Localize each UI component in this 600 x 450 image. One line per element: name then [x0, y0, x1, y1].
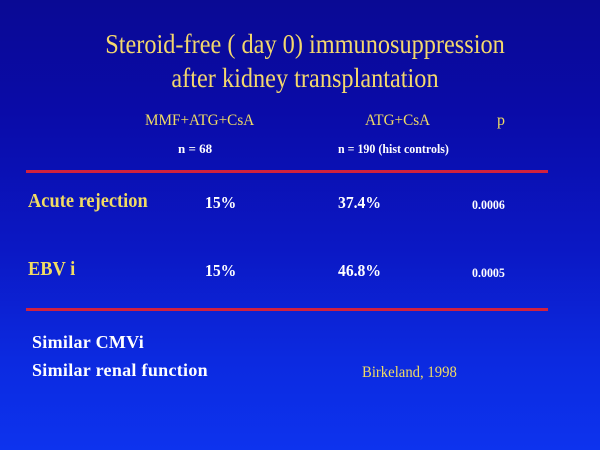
group2-header: ATG+CsA: [365, 112, 431, 129]
row-acute-rejection-p: 0.0006: [472, 197, 505, 212]
row-ebv-p: 0.0005: [472, 265, 505, 280]
bottom-divider: [26, 308, 548, 311]
row-acute-rejection-group2: 37.4%: [338, 193, 382, 212]
p-value-header: p: [497, 112, 505, 129]
note-similar-cmvi: Similar CMVi: [32, 332, 145, 352]
row-acute-rejection-group1: 15%: [205, 193, 237, 212]
note-similar-renal-function: Similar renal function: [32, 360, 208, 380]
group1-n: n = 68: [178, 141, 213, 156]
slide-title-line-2: after kidney transplantation: [171, 63, 439, 93]
top-divider: [26, 170, 548, 173]
slide-title-line-1: Steroid-free ( day 0) immunosuppression: [105, 29, 505, 59]
row-ebv-group1: 15%: [205, 261, 237, 280]
row-label-acute-rejection: Acute rejection: [28, 190, 148, 212]
row-label-ebv: EBV i: [28, 258, 76, 280]
citation: Birkeland, 1998: [362, 364, 457, 381]
row-ebv-group2: 46.8%: [338, 261, 382, 280]
group1-header: MMF+ATG+CsA: [145, 112, 255, 129]
group2-n: n = 190 (hist controls): [338, 141, 449, 156]
